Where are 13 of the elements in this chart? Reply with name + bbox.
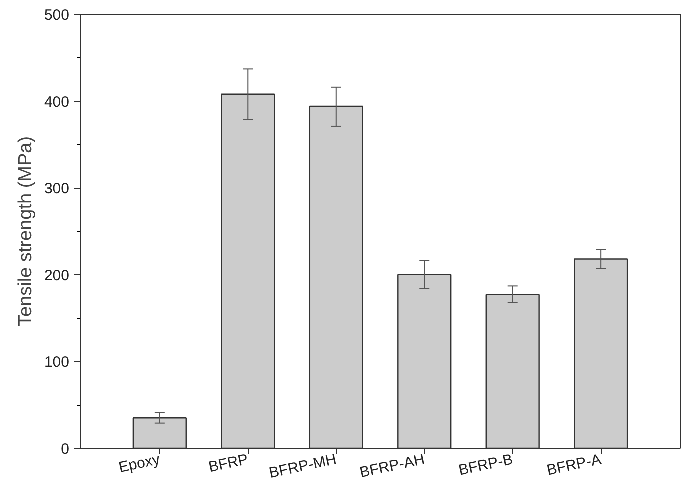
y-tick-label: 400 [44, 94, 70, 111]
y-tick-label: 300 [44, 180, 70, 198]
y-axis-title: Tensile strength (MPa) [15, 136, 36, 327]
y-tick-label: 100 [44, 354, 70, 372]
y-tick-label: 200 [44, 267, 70, 284]
x-tick-label: BFRP-MH [268, 451, 338, 482]
y-tick-label: 0 [61, 441, 70, 458]
x-tick-label: Epoxy [117, 451, 162, 476]
y-tick-label: 500 [44, 7, 70, 24]
x-tick-label: BFRP-B [457, 451, 515, 480]
x-tick-label: BFRP-A [546, 451, 603, 480]
x-tick-label: BFRP-AH [358, 451, 426, 482]
x-tick-label: BFRP [207, 451, 250, 476]
